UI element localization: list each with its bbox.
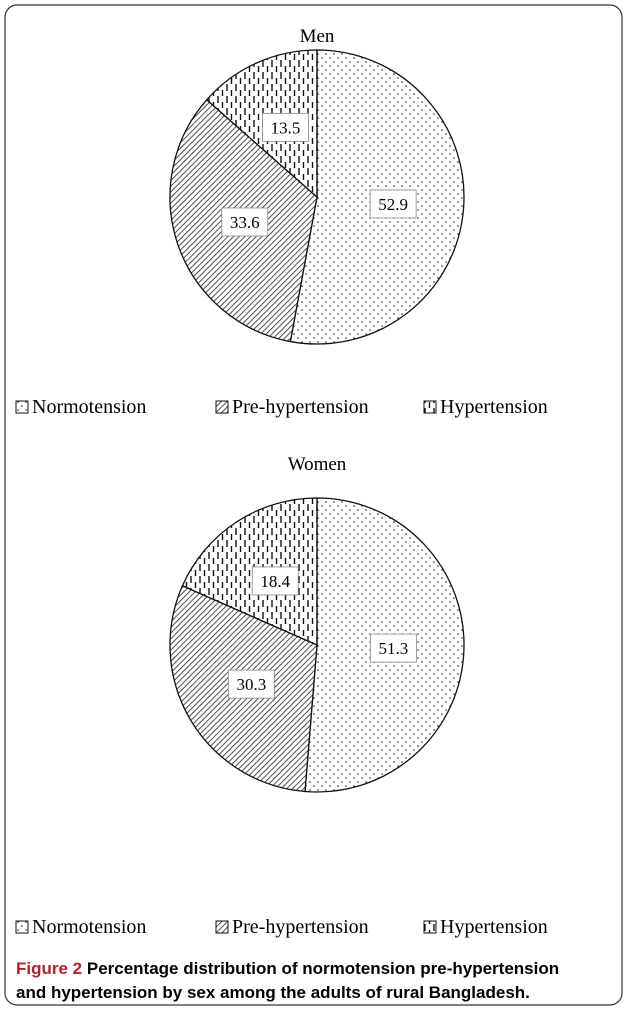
data-label: 13.5 <box>271 118 301 137</box>
legend-label: Hypertension <box>440 916 548 938</box>
legend-label: Hypertension <box>440 396 548 418</box>
legend-label: Normotension <box>32 916 146 938</box>
pie-slice <box>181 497 318 646</box>
caption-label: Figure 2 <box>16 959 82 978</box>
legend-swatch <box>215 400 229 414</box>
legend-swatch <box>423 400 437 414</box>
data-label-box <box>262 112 309 142</box>
data-label: 52.9 <box>378 195 408 214</box>
data-label: 51.3 <box>379 639 409 658</box>
frame <box>4 4 623 1006</box>
legend-label: Normotension <box>32 396 146 418</box>
data-label-box <box>227 669 275 699</box>
legend-swatch <box>15 920 29 934</box>
legend-label: Pre-hypertension <box>232 916 369 938</box>
legend-swatch <box>15 400 29 414</box>
data-label-box <box>251 566 299 596</box>
caption-text: Percentage distribution of normotension … <box>87 959 559 978</box>
legend-swatch <box>215 920 229 934</box>
chart-title: Men <box>300 26 335 47</box>
data-label: 18.4 <box>260 572 290 591</box>
data-label-box <box>221 207 269 237</box>
data-label: 30.3 <box>236 675 266 694</box>
pie-slice <box>205 49 318 199</box>
chart-title: Women <box>288 454 347 475</box>
caption-line: and hypertension by sex among the adults… <box>16 983 530 1002</box>
legend-label: Pre-hypertension <box>232 396 369 418</box>
data-label-box <box>369 633 417 663</box>
data-label: 33.6 <box>230 213 260 232</box>
caption-line: Figure 2 Percentage distribution of norm… <box>16 959 559 978</box>
legend-swatch <box>423 920 437 934</box>
data-label-box <box>369 189 417 219</box>
